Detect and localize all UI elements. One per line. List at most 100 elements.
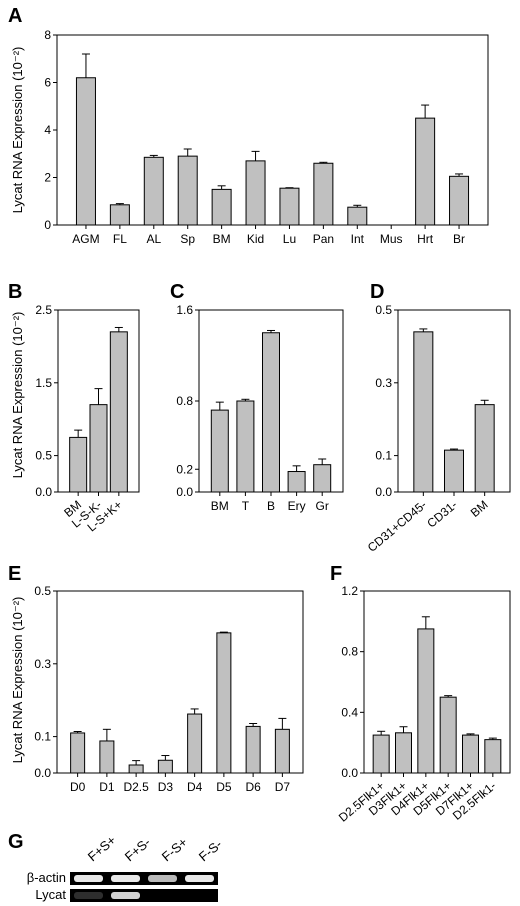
x-tick-label: B (267, 499, 275, 513)
gel-row-label: β-actin (27, 870, 66, 885)
y-tick-label: 0.0 (341, 766, 358, 780)
bar-e-1 (99, 740, 115, 774)
x-tick-label: CD31+CD45- (365, 498, 429, 555)
x-tick-label: Pan (313, 232, 334, 246)
bar-f-3 (439, 696, 457, 774)
bar-a-2 (143, 156, 164, 226)
bar-b-2 (109, 331, 128, 493)
panel-d: D 0.0 0.1 0.3 0.5 CD31+CD45-CD31- BM (365, 281, 511, 555)
plot-frame (56, 590, 304, 774)
gel-row-label: Lycat (35, 887, 66, 902)
y-tick-label: 0.3 (375, 376, 392, 390)
panel-a: A 0 2 4 6 8 Lycat RNA Expression (10⁻²) AGM FL AL… (8, 5, 489, 246)
bar-e-7 (274, 728, 290, 774)
gel-band (111, 875, 140, 882)
panel-e: E 0.0 0.1 0.3 0.5 Lycat RNA Expression (10⁻²)… (8, 563, 304, 794)
bar-e-3 (157, 759, 173, 774)
gel-strip (70, 889, 218, 902)
panel-label-a: A (8, 5, 22, 27)
gel-band (74, 892, 103, 899)
bar-f-0 (372, 734, 390, 774)
x-tick-label: Sp (180, 232, 195, 246)
y-tick-label: 0.5 (375, 303, 392, 317)
y-tick-label: 0.5 (35, 449, 52, 463)
bar-a-3 (177, 155, 198, 226)
x-tick-label: D3 (158, 780, 174, 794)
bar-a-4 (211, 188, 232, 226)
x-tick-label: BM (468, 498, 491, 520)
bar-a-7 (313, 162, 334, 226)
bar-a-6 (279, 187, 300, 226)
bar-e-5 (216, 632, 232, 774)
bar-d-0 (413, 331, 434, 493)
y-tick-label: 1.6 (176, 303, 193, 317)
bar-c-3 (287, 471, 306, 493)
y-tick-label: 0.0 (176, 485, 193, 499)
y-axis-label: Lycat RNA Expression (10⁻²) (10, 312, 25, 479)
plot-frame (363, 590, 511, 774)
bar-b-0 (69, 436, 88, 493)
panel-label-b: B (8, 281, 22, 303)
bar-a-11 (449, 175, 470, 226)
bar-d-2 (474, 404, 495, 493)
y-tick-label: 4 (44, 123, 51, 137)
panel-g: G F+S+ F+S- F-S+ F-S-β-actin Lycat (8, 831, 225, 902)
bar-d-1 (444, 449, 464, 493)
x-tick-label: BM (211, 499, 229, 513)
y-tick-label: 1.2 (341, 584, 358, 598)
y-tick-label: 0.0 (34, 766, 51, 780)
gel-band (185, 875, 214, 882)
gel-lane-label: F-S+ (159, 834, 191, 864)
y-tick-label: 0.1 (34, 730, 51, 744)
panel-f: F0.00.40.81.2D2.5Flk1+D3Flk1+D4Flk1+D5Fl… (330, 563, 511, 825)
gel-lane-label: F-S- (196, 837, 225, 865)
x-tick-label: Int (351, 232, 365, 246)
y-tick-label: 0.8 (176, 394, 193, 408)
bar-c-1 (236, 400, 255, 493)
y-tick-label: 1.5 (35, 376, 52, 390)
x-tick-label: Lu (283, 232, 296, 246)
bar-a-5 (245, 160, 266, 226)
x-tick-label: Mus (380, 232, 403, 246)
bar-c-0 (210, 409, 229, 493)
gel-band (111, 892, 140, 899)
bar-f-1 (395, 732, 412, 774)
x-tick-label: Ery (288, 499, 306, 513)
y-tick-label: 0 (44, 218, 51, 232)
bar-f-2 (417, 628, 435, 774)
y-tick-label: 2.5 (35, 303, 52, 317)
panel-c: C 0.0 0.2 0.8 1.6 BM T B Ery Gr (170, 281, 344, 513)
bar-f-5 (484, 739, 502, 774)
x-tick-label: D7 (275, 780, 291, 794)
panel-label-e: E (8, 563, 21, 585)
y-tick-label: 0.3 (34, 657, 51, 671)
bar-a-10 (415, 117, 436, 226)
panel-label-f: F (330, 563, 342, 585)
y-tick-label: 0.8 (341, 645, 358, 659)
x-tick-label: AGM (72, 232, 99, 246)
x-tick-label: D1 (99, 780, 115, 794)
y-tick-label: 0.0 (35, 485, 52, 499)
x-tick-label: D0 (70, 780, 86, 794)
panel-b: B 0.0 0.5 1.5 2.5 Lycat RNA Expression (10⁻²)… (8, 281, 140, 534)
y-tick-label: 2 (44, 171, 51, 185)
y-tick-label: 8 (44, 28, 51, 42)
bar-b-1 (89, 404, 108, 493)
y-axis-label: Lycat RNA Expression (10⁻²) (10, 47, 25, 214)
bar-a-1 (109, 204, 130, 226)
bar-e-6 (245, 725, 261, 774)
gel-strip (70, 872, 218, 885)
y-tick-label: 0.1 (375, 449, 392, 463)
panel-label-g: G (8, 831, 24, 853)
gel-lane-label: F+S- (122, 834, 154, 864)
x-tick-label: Hrt (417, 232, 434, 246)
bar-c-2 (262, 332, 280, 493)
bar-e-2 (128, 764, 144, 774)
panel-label-c: C (170, 281, 184, 303)
bar-c-4 (313, 464, 332, 493)
bar-e-4 (187, 713, 203, 774)
bar-a-0 (75, 77, 96, 226)
y-tick-label: 0.2 (176, 462, 193, 476)
x-tick-label: D4 (187, 780, 203, 794)
